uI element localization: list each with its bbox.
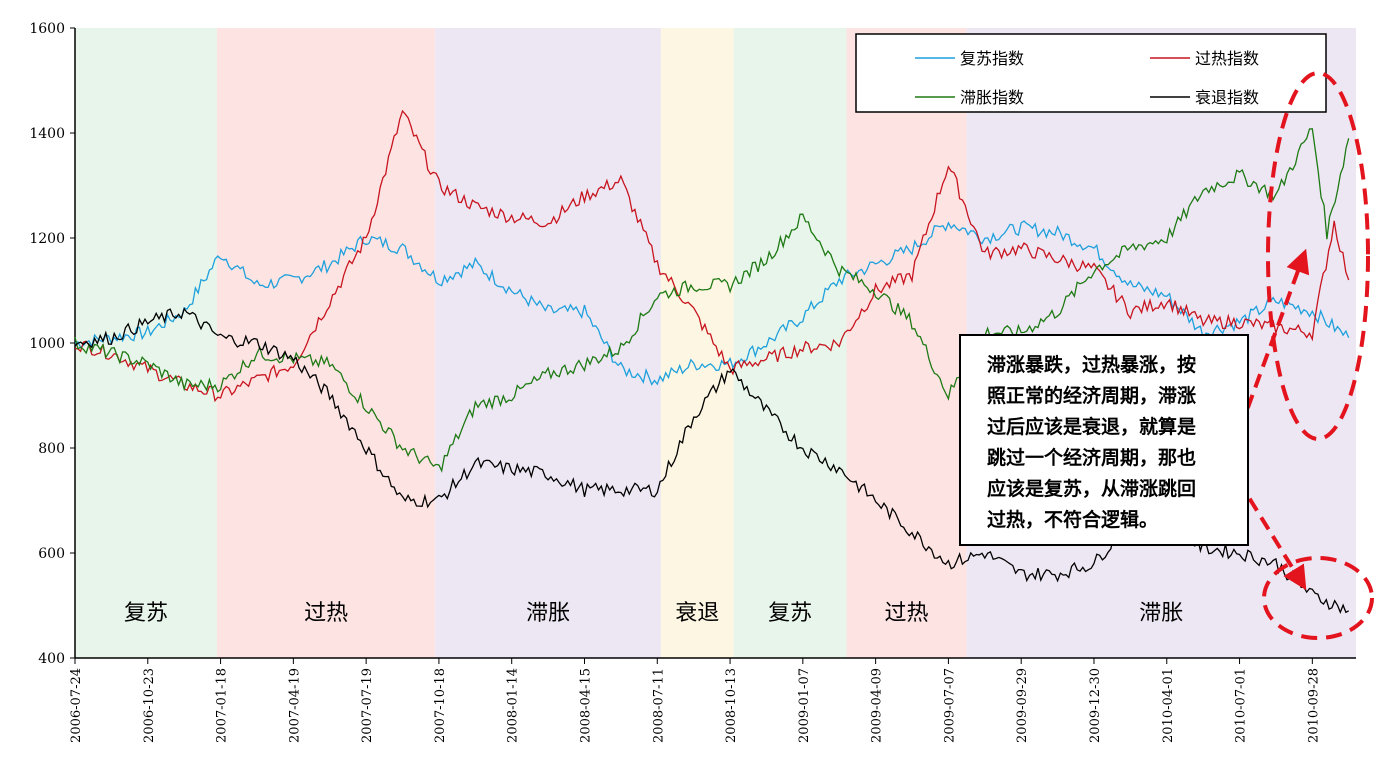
phase-label: 过热 [885,601,929,626]
y-tick-label: 1600 [29,21,65,37]
annotation-line: 过后应该是衰退，就算是 [987,416,1197,438]
x-tick-label: 2007-01-18 [215,668,230,743]
phase-label: 滞胀 [526,601,570,626]
y-tick-label: 600 [38,546,65,562]
x-tick-label: 2008-01-14 [506,668,521,743]
phase-band [216,28,436,658]
phase-label: 过热 [304,601,348,626]
legend-label: 衰退指数 [1195,88,1259,107]
phase-label: 衰退 [675,601,719,626]
y-tick-label: 800 [38,441,65,457]
x-tick-label: 2008-04-15 [578,668,593,743]
x-tick-label: 2008-07-11 [651,668,666,743]
x-tick-label: 2009-09-29 [1015,668,1030,743]
annotation-box: 滞涨暴跌，过热暴涨，按 照正常的经济周期，滞涨 过后应该是衰退，就算是 跳过一个… [959,334,1249,546]
y-tick-label: 1400 [29,126,65,142]
series-line [74,109,1350,403]
x-tick-label: 2010-09-28 [1306,668,1321,743]
phase-background-bands [75,28,1356,658]
x-tick-label: 2010-04-01 [1161,668,1176,743]
y-tick-label: 1000 [29,336,65,352]
phase-band [733,28,847,658]
legend-box [855,33,1327,113]
phase-labels: 复苏 过热 滞胀 衰退 复苏 过热 滞胀 [124,601,1183,626]
phase-label: 滞胀 [1139,601,1183,626]
legend-label: 滞胀指数 [960,88,1024,107]
legend-label: 复苏指数 [960,49,1024,68]
y-tick-label: 400 [38,651,65,667]
annotation-line: 跳过一个经济周期，那也 [987,447,1197,469]
annotation-line: 照正常的经济周期，滞涨 [987,385,1197,407]
annotation-arrows [1223,71,1374,640]
dashed-ellipse-top [1266,71,1370,441]
dashed-ellipse-bottom [1262,556,1374,640]
annotation-line: 过热，不符合逻辑。 [987,509,1159,531]
phase-band [435,28,661,658]
annotation-line: 滞涨暴跌，过热暴涨，按 [987,354,1197,376]
phase-band [660,28,734,658]
x-tick-label: 2007-07-19 [360,668,375,743]
x-tick-label: 2009-01-07 [797,668,812,743]
x-tick-label: 2010-07-01 [1234,668,1249,743]
y-tick-label: 1200 [29,231,65,247]
arrow-down [1236,478,1307,591]
series-line [74,220,1350,386]
annotation-line: 应该是复苏，从滞涨跳回 [987,478,1197,500]
phase-label: 复苏 [124,601,168,626]
phase-label: 复苏 [768,601,812,626]
x-tick-label: 2006-07-24 [69,668,84,743]
x-tick-label: 2006-10-23 [142,668,157,743]
arrow-up [1223,248,1310,471]
legend-label: 过热指数 [1195,49,1259,68]
x-tick-label: 2009-04-09 [870,668,885,743]
x-tick-label: 2007-04-19 [287,668,302,743]
x-tick-label: 2009-07-07 [942,668,957,743]
phase-band [75,28,217,658]
x-tick-label: 2008-10-13 [724,668,739,743]
phase-band [846,28,967,658]
x-tick-label: 2009-12-30 [1088,668,1103,743]
axes: 400 600 800 1000 1200 1400 1600 2006-07-24 2006-… [29,21,1356,743]
x-tick-label: 2007-10-18 [433,668,448,743]
